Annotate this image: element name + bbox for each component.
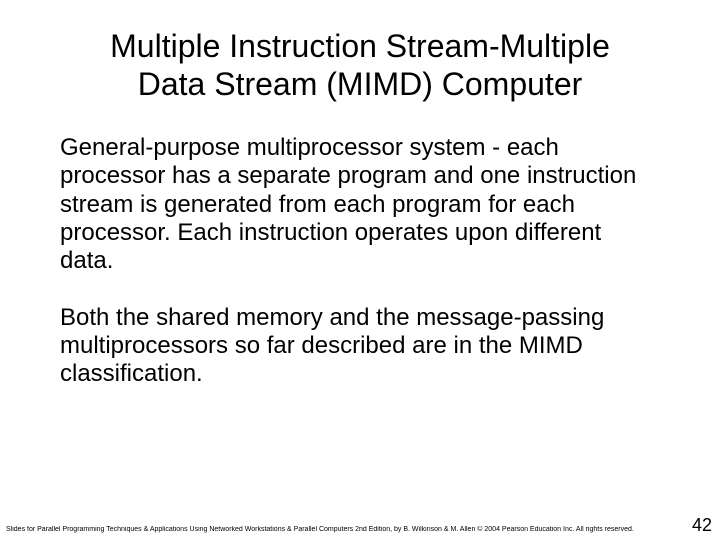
title-line-1: Multiple Instruction Stream-Multiple	[110, 28, 610, 64]
page-number: 42	[692, 515, 712, 536]
body-paragraph-2: Both the shared memory and the message-p…	[60, 304, 660, 389]
slide: Multiple Instruction Stream-Multiple Dat…	[0, 0, 720, 540]
body-paragraph-1: General-purpose multiprocessor system - …	[60, 134, 660, 276]
slide-footer: Slides for Parallel Programming Techniqu…	[6, 526, 686, 534]
slide-title: Multiple Instruction Stream-Multiple Dat…	[0, 28, 720, 104]
title-line-2: Data Stream (MIMD) Computer	[138, 66, 583, 102]
slide-body: General-purpose multiprocessor system - …	[60, 134, 660, 389]
